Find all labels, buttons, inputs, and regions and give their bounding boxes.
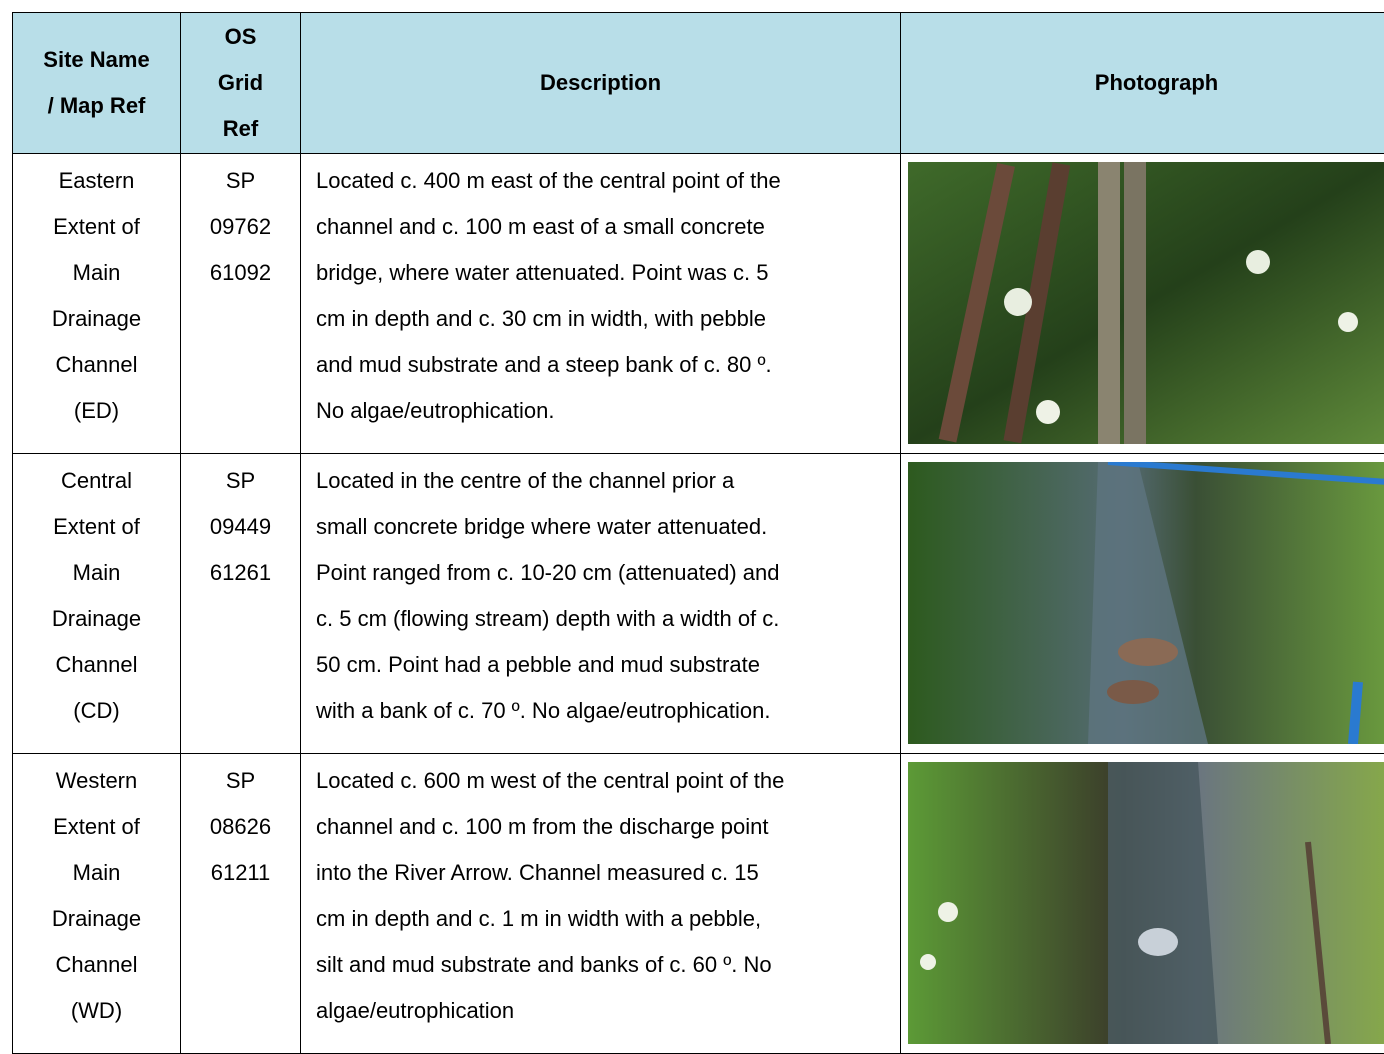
description-cell: Located c. 400 m east of the central poi… xyxy=(301,154,901,454)
text-line: Channel xyxy=(13,642,180,688)
text-line: (WD) xyxy=(13,988,180,1034)
text-line: Point ranged from c. 10-20 cm (attenuate… xyxy=(316,550,900,596)
header-cell: Site Name/ Map Ref xyxy=(13,13,181,154)
text-line: and mud substrate and a steep bank of c.… xyxy=(316,342,900,388)
text-line: c. 5 cm (flowing stream) depth with a wi… xyxy=(316,596,900,642)
text-line: Description xyxy=(301,60,900,106)
text-line: 08626 xyxy=(181,804,300,850)
text-line: cm in depth and c. 30 cm in width, with … xyxy=(316,296,900,342)
text-line: Site Name xyxy=(13,37,180,83)
text-line: Drainage xyxy=(13,296,180,342)
text-line: channel and c. 100 m from the discharge … xyxy=(316,804,900,850)
text-line: 61211 xyxy=(181,850,300,896)
text-line: Channel xyxy=(13,342,180,388)
text-line: Drainage xyxy=(13,896,180,942)
text-line: silt and mud substrate and banks of c. 6… xyxy=(316,942,900,988)
description-cell: Located in the centre of the channel pri… xyxy=(301,454,901,754)
text-line: into the River Arrow. Channel measured c… xyxy=(316,850,900,896)
text-line: Photograph xyxy=(901,60,1384,106)
text-line: No algae/eutrophication. xyxy=(316,388,900,434)
text-line: 61261 xyxy=(181,550,300,596)
text-line: SP xyxy=(181,158,300,204)
text-line: Extent of xyxy=(13,204,180,250)
photo xyxy=(908,162,1384,444)
text-line: 61092 xyxy=(181,250,300,296)
text-line: Main xyxy=(13,550,180,596)
text-line: channel and c. 100 m east of a small con… xyxy=(316,204,900,250)
text-line: Drainage xyxy=(13,596,180,642)
text-line: Eastern xyxy=(13,158,180,204)
text-line: Extent of xyxy=(13,504,180,550)
text-line: Located c. 400 m east of the central poi… xyxy=(316,158,900,204)
text-line: Ref xyxy=(181,106,300,152)
text-line: SP xyxy=(181,458,300,504)
header-cell: Description xyxy=(301,13,901,154)
text-line: Located in the centre of the channel pri… xyxy=(316,458,900,504)
text-line: bridge, where water attenuated. Point wa… xyxy=(316,250,900,296)
header-cell: Photograph xyxy=(901,13,1384,154)
photo-cell xyxy=(901,754,1384,1054)
text-line: / Map Ref xyxy=(13,83,180,129)
text-line: with a bank of c. 70 º. No algae/eutroph… xyxy=(316,688,900,734)
text-line: cm in depth and c. 1 m in width with a p… xyxy=(316,896,900,942)
text-line: Extent of xyxy=(13,804,180,850)
text-line: OS xyxy=(181,14,300,60)
photo-cell xyxy=(901,454,1384,754)
text-line: small concrete bridge where water attenu… xyxy=(316,504,900,550)
text-line: Grid xyxy=(181,60,300,106)
text-line: Western xyxy=(13,758,180,804)
text-line: Central xyxy=(13,458,180,504)
photo-cell xyxy=(901,154,1384,454)
text-line: algae/eutrophication xyxy=(316,988,900,1034)
text-line: Located c. 600 m west of the central poi… xyxy=(316,758,900,804)
photo xyxy=(908,462,1384,744)
text-line: (ED) xyxy=(13,388,180,434)
text-line: 50 cm. Point had a pebble and mud substr… xyxy=(316,642,900,688)
text-line: 09449 xyxy=(181,504,300,550)
text-line: Main xyxy=(13,850,180,896)
photo xyxy=(908,762,1384,1044)
text-line: SP xyxy=(181,758,300,804)
text-line: (CD) xyxy=(13,688,180,734)
text-line: Channel xyxy=(13,942,180,988)
text-line: Main xyxy=(13,250,180,296)
description-cell: Located c. 600 m west of the central poi… xyxy=(301,754,901,1054)
text-line: 09762 xyxy=(181,204,300,250)
